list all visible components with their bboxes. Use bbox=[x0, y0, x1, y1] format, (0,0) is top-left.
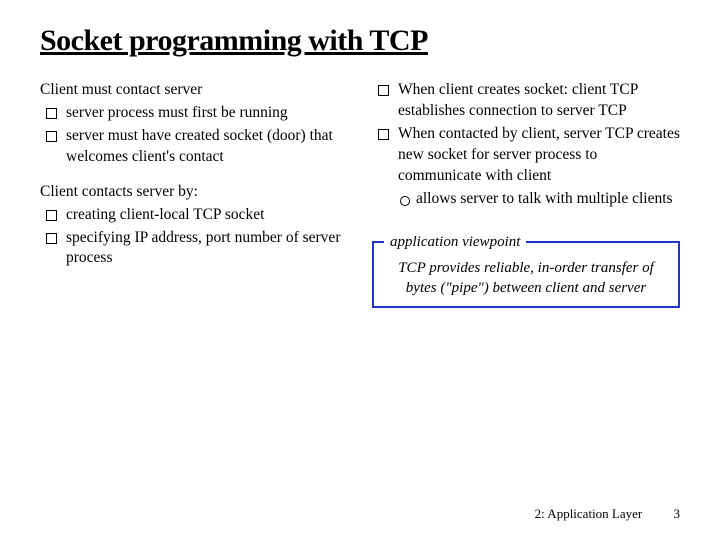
list-item: server process must first be running bbox=[40, 103, 348, 124]
list-item: server must have created socket (door) t… bbox=[40, 126, 348, 168]
bullet-list-2: creating client-local TCP socket specify… bbox=[40, 205, 348, 270]
section-head-client-contacts-by: Client contacts server by: bbox=[40, 182, 348, 203]
list-item: When contacted by client, server TCP cre… bbox=[372, 124, 680, 187]
right-column: When client creates socket: client TCP e… bbox=[372, 80, 680, 308]
left-column: Client must contact server server proces… bbox=[40, 80, 348, 308]
sub-bullet-list: allows server to talk with multiple clie… bbox=[372, 189, 680, 210]
chapter-label: 2: Application Layer bbox=[535, 506, 643, 521]
viewpoint-fieldset: application viewpoint TCP provides relia… bbox=[372, 232, 680, 309]
section-head-client-must-contact: Client must contact server bbox=[40, 80, 348, 101]
list-item: creating client-local TCP socket bbox=[40, 205, 348, 226]
content-columns: Client must contact server server proces… bbox=[40, 80, 680, 308]
list-item: When client creates socket: client TCP e… bbox=[372, 80, 680, 122]
slide-footer: 2: Application Layer 3 bbox=[535, 506, 680, 522]
page-number: 3 bbox=[674, 506, 681, 521]
list-item: specifying IP address, port number of se… bbox=[40, 228, 348, 270]
sub-list-item: allows server to talk with multiple clie… bbox=[372, 189, 680, 210]
viewpoint-legend: application viewpoint bbox=[384, 232, 526, 252]
viewpoint-box: application viewpoint TCP provides relia… bbox=[372, 232, 680, 309]
slide-title: Socket programming with TCP bbox=[40, 24, 680, 58]
bullet-list-3: When client creates socket: client TCP e… bbox=[372, 80, 680, 187]
viewpoint-body: TCP provides reliable, in-order transfer… bbox=[384, 258, 668, 299]
bullet-list-1: server process must first be running ser… bbox=[40, 103, 348, 168]
